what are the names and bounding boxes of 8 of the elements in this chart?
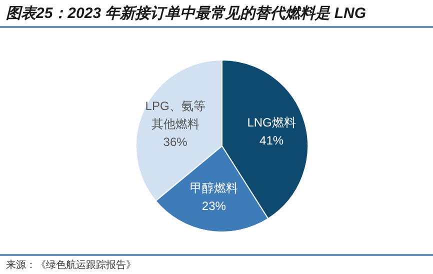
- chart-title: 图表25：2023 年新接订单中最常见的替代燃料是 LNG: [6, 4, 366, 22]
- slice-label: LPG、氨等其他燃料: [145, 99, 206, 132]
- source-note: 来源：《绿色航运跟踪报告》: [6, 259, 136, 271]
- data-label: 23%: [202, 198, 226, 213]
- data-label: 36%: [163, 135, 188, 150]
- slice-label: 甲醇燃料: [190, 180, 238, 195]
- data-label: 41%: [260, 134, 284, 148]
- slice-label: LNG燃料: [247, 116, 296, 130]
